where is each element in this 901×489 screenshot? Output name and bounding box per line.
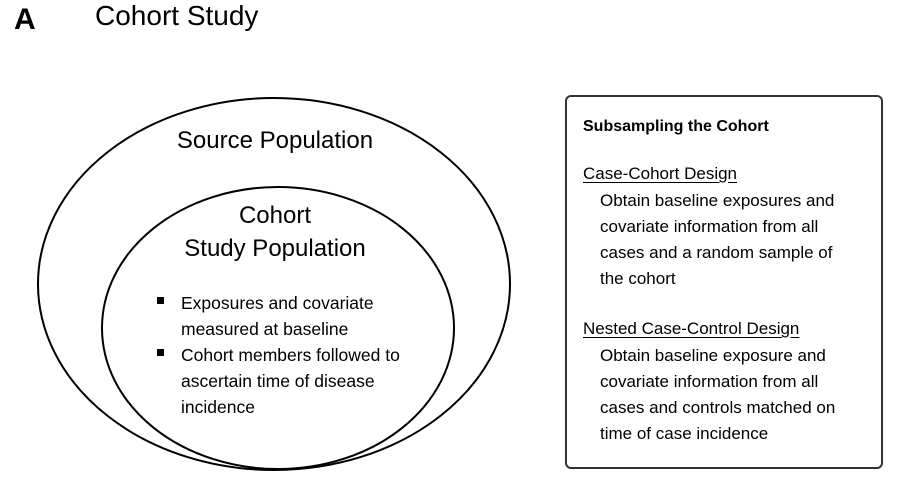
cohort-label-line: Study Population — [184, 235, 366, 262]
bullet-line: Cohort members followed to — [181, 345, 400, 365]
cohort-bullet-list: Exposures and covariate measured at base… — [155, 290, 455, 420]
bullet-line: incidence — [181, 397, 255, 417]
case-cohort-title: Case-Cohort Design — [583, 164, 738, 183]
description-line: the cohort — [600, 269, 676, 288]
bullet-line: Exposures and covariate — [181, 293, 374, 313]
description-line: cases and controls matched on — [600, 398, 836, 417]
description-line: Obtain baseline exposure and — [600, 346, 826, 365]
bullet-line: measured at baseline — [181, 319, 349, 339]
bullet-item-exposures: Exposures and covariate measured at base… — [155, 290, 455, 342]
subsampling-box — [565, 95, 883, 469]
bullet-item-followup: Cohort members followed to ascertain tim… — [155, 342, 455, 420]
panel-letter: A — [14, 3, 36, 36]
bullet-line: ascertain time of disease — [181, 371, 375, 391]
description-line: Obtain baseline exposures and — [600, 191, 835, 210]
nested-case-control-title: Nested Case-Control Design — [583, 319, 800, 338]
case-cohort-description: Obtain baseline exposures and covariate … — [600, 188, 880, 292]
subsampling-heading: Subsampling the Cohort — [583, 118, 769, 135]
source-population-label: Source Population — [176, 127, 374, 154]
bullet-square-icon — [157, 349, 164, 356]
description-line: covariate information from all — [600, 372, 819, 391]
description-line: time of case incidence — [600, 424, 769, 443]
source-population-ellipse — [37, 97, 511, 471]
bullet-square-icon — [157, 297, 164, 304]
cohort-population-label: Cohort Study Population — [150, 199, 400, 265]
cohort-population-ellipse — [101, 186, 455, 470]
description-line: covariate information from all — [600, 217, 819, 236]
nested-case-control-description: Obtain baseline exposure and covariate i… — [600, 343, 880, 447]
panel-title: Cohort Study — [95, 0, 259, 31]
cohort-label-line: Cohort — [238, 202, 312, 229]
description-line: cases and a random sample of — [600, 243, 833, 262]
